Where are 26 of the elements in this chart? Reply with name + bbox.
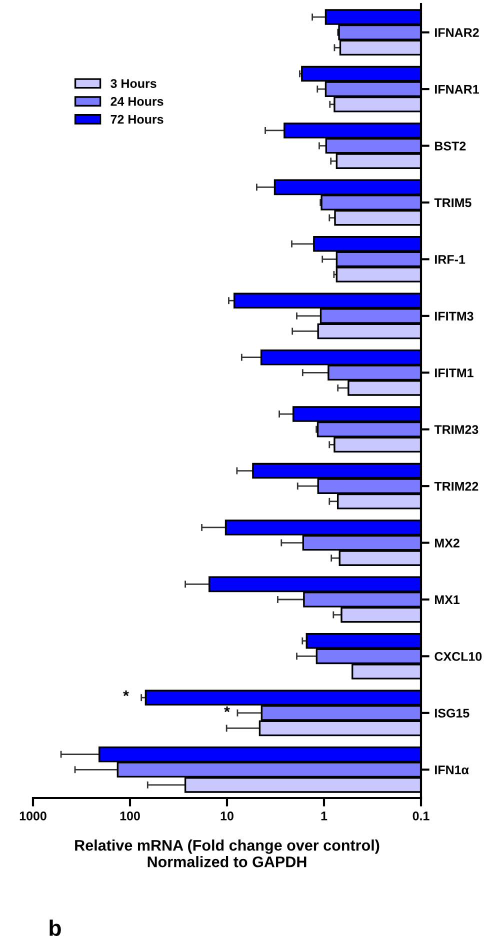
y-tick-label: IFNAR1: [435, 85, 479, 94]
y-tick-label: MX1: [435, 595, 460, 604]
legend-label: 24 Hours: [110, 97, 164, 106]
text: b: [50, 920, 61, 936]
y-tick-label: MX2: [435, 538, 460, 548]
y-tick-label: TRIM23: [434, 425, 478, 434]
x-axis-title: Relative mRNA (Fold change over control) Normalized to GAPDH: [75, 840, 380, 868]
y-tick-label: IFN1α: [435, 766, 469, 774]
y-tick-label: IFITM3: [435, 312, 474, 321]
annotation: *: [224, 706, 230, 712]
y-tick-label: CXCL10: [434, 652, 482, 661]
y-tick-label: IRF-1: [435, 255, 466, 264]
x-tick-label: 100: [120, 812, 140, 820]
legend-label: 3 Hours: [110, 79, 156, 88]
y-tick-label: TRIM22: [434, 482, 478, 491]
x-tick-label: 1000: [20, 812, 46, 820]
x-tick-label: 10: [220, 812, 234, 820]
y-tick-label: BST2: [435, 142, 466, 150]
y-tick-label: IFITM1: [435, 368, 474, 378]
x-tick-label: 0.1: [412, 812, 430, 820]
y-tick-label: TRIM5: [434, 198, 472, 208]
x-tick-label: 1: [321, 812, 328, 820]
legend-label: 72 Hours: [110, 114, 164, 124]
y-tick-label: ISG15: [435, 708, 470, 718]
y-tick-label: IFNAR2: [435, 28, 479, 37]
annotation: *: [123, 690, 129, 696]
